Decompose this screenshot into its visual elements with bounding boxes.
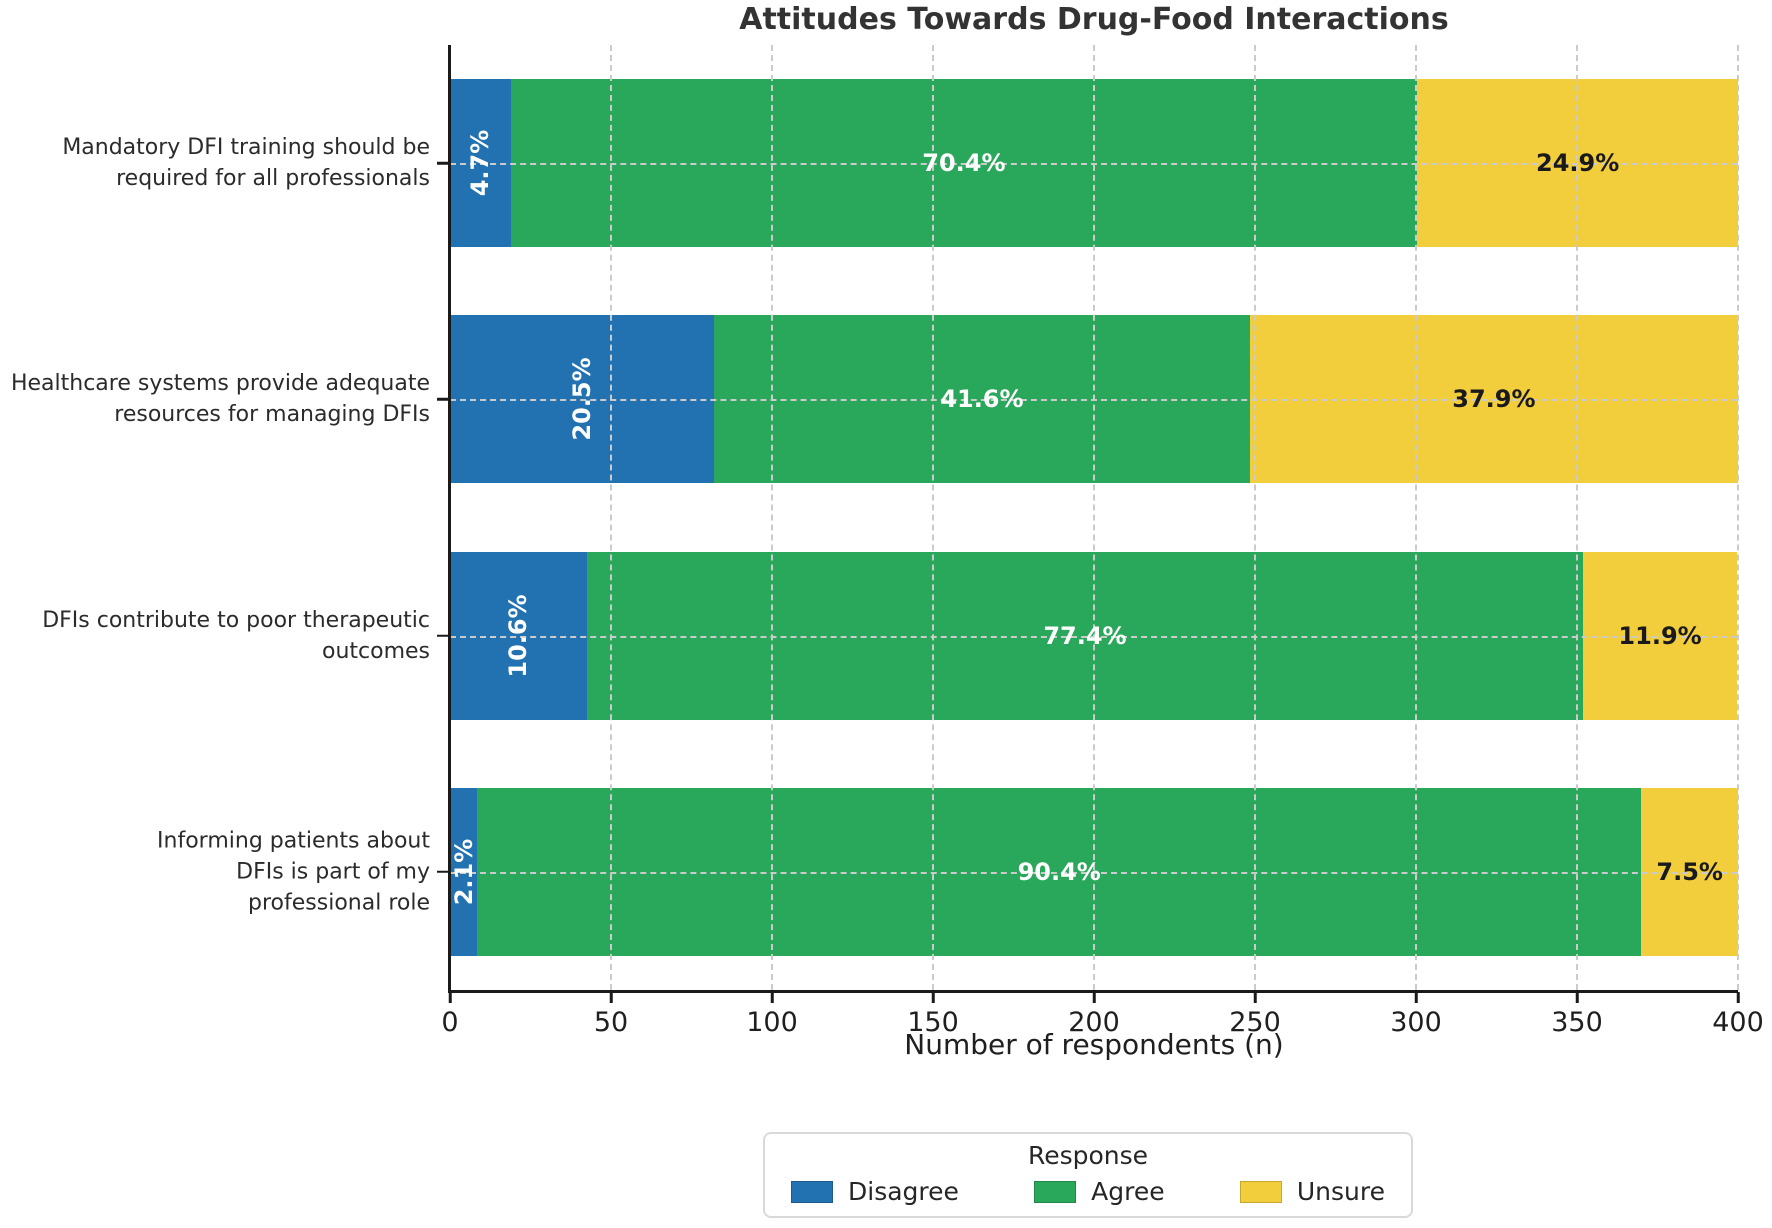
chart-title: Attitudes Towards Drug-Food Interactions (739, 2, 1449, 37)
gridline-vertical (610, 45, 612, 990)
category-label-line: resources for managing DFIs (114, 402, 430, 428)
y-tick-mark (437, 634, 448, 637)
segment-label: 20.5% (568, 357, 597, 442)
x-tick-mark (609, 992, 613, 1003)
x-tick-mark (448, 992, 452, 1003)
x-tick-mark (931, 992, 935, 1003)
x-tick-mark (1736, 992, 1740, 1003)
x-tick-label: 250 (1229, 1007, 1281, 1038)
x-tick-mark (1092, 992, 1096, 1003)
legend-item-agree: Agree (1034, 1177, 1165, 1206)
legend-items: Disagree Agree Unsure (765, 1177, 1411, 1206)
legend-swatch-disagree (791, 1180, 833, 1203)
segment-label: 37.9% (1452, 385, 1536, 414)
gridline-horizontal (450, 399, 1738, 402)
legend-item-label: Unsure (1296, 1177, 1385, 1206)
gridline-vertical (1093, 45, 1095, 990)
segment-label: 90.4% (1017, 857, 1101, 886)
gridline-vertical (1254, 45, 1256, 990)
x-tick-label: 350 (1551, 1007, 1603, 1038)
legend-item-disagree: Disagree (791, 1177, 959, 1206)
category-label: Mandatory DFI training should be required… (62, 132, 430, 194)
gridline-vertical (771, 45, 773, 990)
y-axis-labels: Mandatory DFI training should be required… (0, 45, 440, 990)
y-tick-mark (437, 398, 448, 401)
category-label-line: required for all professionals (116, 166, 430, 192)
segment-label: 10.6% (504, 593, 533, 678)
segment-label: 11.9% (1618, 621, 1702, 650)
x-tick-label: 300 (1390, 1007, 1442, 1038)
segment-label: 77.4% (1043, 621, 1127, 650)
category-label-line: DFIs contribute to poor therapeutic (42, 607, 430, 633)
category-label-line: outcomes (321, 638, 430, 664)
plot-area: 0 50 100 150 200 250 300 350 400 4.7% 70.4% 24.9% 20… (437, 45, 1764, 1038)
gridline-vertical (1576, 45, 1578, 990)
x-tick-mark (1575, 992, 1579, 1003)
x-tick-label: 400 (1712, 1007, 1764, 1038)
gridline-vertical (1737, 45, 1739, 990)
legend-swatch-unsure (1239, 1180, 1282, 1203)
legend-item-label: Disagree (848, 1177, 959, 1206)
x-tick-label: 150 (907, 1007, 959, 1038)
legend-item-label: Agree (1091, 1177, 1165, 1206)
y-axis-spine (448, 45, 451, 992)
x-tick-label: 0 (441, 1007, 459, 1038)
gridline-horizontal (450, 163, 1738, 166)
category-label-line: professional role (248, 890, 430, 916)
segment-label: 24.9% (1535, 149, 1620, 178)
legend-swatch-agree (1034, 1180, 1077, 1203)
gridline-horizontal (450, 871, 1738, 874)
x-tick-label: 200 (1068, 1007, 1120, 1038)
y-tick-mark (437, 161, 448, 165)
category-label: DFIs contribute to poor therapeutic outco… (42, 605, 430, 667)
y-tick-mark (437, 870, 448, 874)
x-axis-label: Number of respondents (n) (904, 1028, 1284, 1061)
segment-label: 7.5% (1656, 857, 1723, 886)
x-tick-label: 50 (593, 1007, 629, 1038)
category-label-line: Mandatory DFI training should be (62, 135, 430, 161)
legend-title: Response (1027, 1141, 1149, 1170)
category-label-line: Informing patients about (157, 828, 430, 854)
x-axis-spine (448, 990, 1738, 993)
gridline-horizontal (450, 635, 1738, 638)
legend-item-unsure: Unsure (1239, 1177, 1385, 1206)
category-label: Informing patients about DFIs is part of … (157, 825, 430, 918)
x-tick-mark (770, 992, 774, 1003)
legend: Response Disagree Agree Unsure (763, 1132, 1413, 1218)
segment-label: 4.7% (466, 129, 495, 197)
x-tick-mark (1253, 992, 1257, 1003)
segment-label: 70.4% (922, 149, 1006, 178)
x-tick-label: 100 (746, 1007, 798, 1038)
segment-label: 41.6% (940, 385, 1024, 414)
segment-label: 2.1% (449, 838, 478, 906)
bar-segment-unsure: 7.5% (1641, 787, 1738, 956)
category-label: Healthcare systems provide adequate resou… (11, 368, 430, 430)
gridline-vertical (1415, 45, 1417, 990)
category-label-line: DFIs is part of my (236, 859, 430, 885)
gridline-vertical (932, 45, 934, 990)
bar-segment-disagree: 2.1% (449, 787, 478, 956)
category-label-line: Healthcare systems provide adequate (10, 371, 430, 397)
x-tick-mark (1414, 992, 1418, 1003)
